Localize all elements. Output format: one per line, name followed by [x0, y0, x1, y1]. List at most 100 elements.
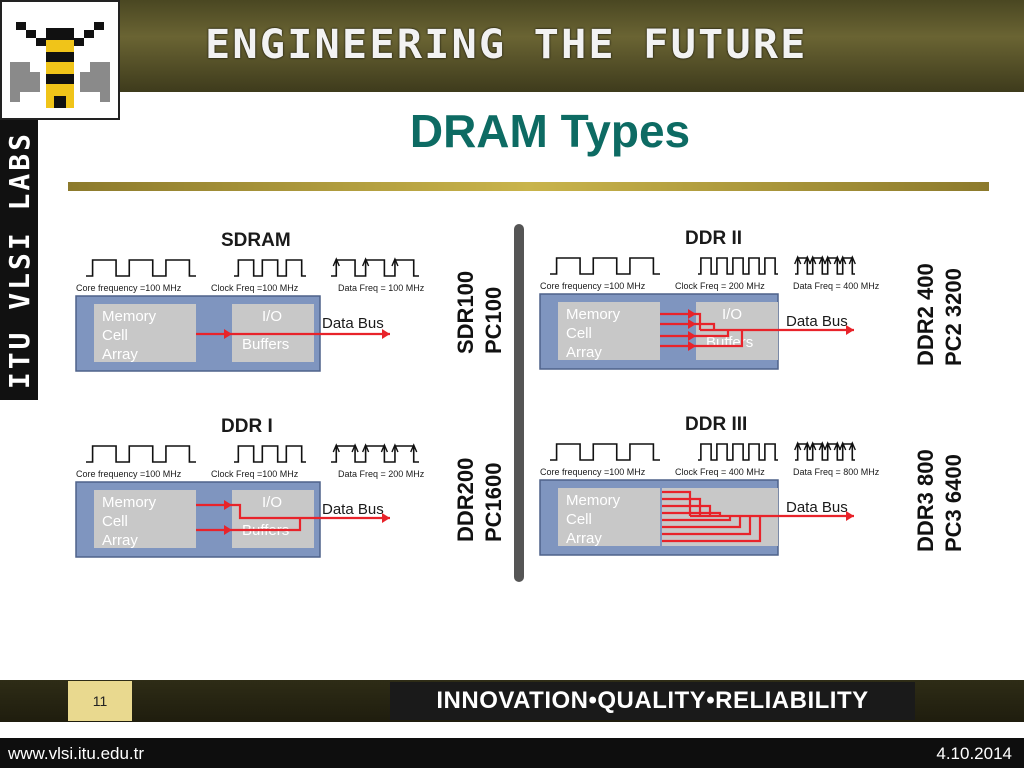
page-number: 11	[68, 681, 132, 721]
wave-arrow	[848, 255, 856, 265]
panel-title: DDR III	[685, 414, 747, 435]
bottom-strip	[0, 738, 1024, 768]
wave-arrow	[332, 443, 340, 453]
panel-title: DDR II	[685, 228, 742, 249]
data-bus-label: Data Bus	[786, 313, 848, 330]
panel-title: SDRAM	[221, 230, 291, 251]
data-signal-line	[662, 516, 732, 522]
wave-arrow	[833, 255, 841, 265]
header-banner	[120, 0, 1024, 92]
core-clock-wave	[550, 443, 660, 461]
core-clock-wave	[550, 257, 660, 275]
wave-arrow	[380, 443, 389, 453]
wave-arrow	[391, 257, 399, 267]
ddr2-speed-label: DDR2 400 PC2 3200	[913, 263, 966, 366]
io-buffers-label: I/O	[262, 494, 282, 511]
slide-date: 4.10.2014	[936, 744, 1012, 763]
wave-arrow	[824, 255, 832, 265]
data-frequency-label: Data Freq = 200 MHz	[338, 469, 425, 479]
data-signal-line	[662, 516, 752, 536]
dram-panel-sdram: SDRAM Core frequency =100 MHz Clock Freq =…	[75, 230, 425, 372]
wave-arrow	[361, 257, 370, 267]
ddr1-speed-label: DDR200 PC1600	[453, 457, 506, 542]
wave-arrow	[410, 443, 418, 453]
memory-cell-array-label: Cell	[102, 513, 128, 530]
data-bus-label: Data Bus	[322, 315, 384, 332]
dram-panel-ddr3: DDR III Core frequency =100 MHz Clock Freq…	[539, 414, 880, 556]
data-signal-line	[660, 330, 744, 348]
bee-logo	[0, 0, 120, 120]
clock-frequency-label: Clock Freq =100 MHz	[211, 283, 299, 293]
clock-frequency-label: Clock Freq =100 MHz	[211, 469, 299, 479]
side-strip	[0, 120, 38, 400]
signal-arrowhead	[224, 329, 232, 339]
wave-arrow	[818, 441, 826, 451]
memory-cell-array-label: Array	[566, 344, 602, 361]
memory-cell-array-label: Array	[102, 346, 138, 363]
wave-arrow	[794, 255, 802, 265]
memory-cell-array-label: Cell	[566, 325, 592, 342]
memory-cell-array-label: Memory	[102, 494, 157, 511]
website-link[interactable]: www.vlsi.itu.edu.tr	[8, 744, 145, 763]
data-wave	[795, 257, 855, 275]
wave-arrow	[351, 443, 359, 453]
memory-cell-array-label: Cell	[102, 327, 128, 344]
title-rule	[68, 182, 989, 191]
panel-title: DDR I	[221, 416, 273, 437]
core-frequency-label: Core frequency =100 MHz	[540, 281, 646, 291]
clock-wave	[698, 443, 778, 461]
clock-frequency-label: Clock Freq = 200 MHz	[675, 281, 765, 291]
wave-arrow	[833, 441, 841, 451]
io-buffers-label: Buffers	[242, 336, 289, 353]
memory-cell-array-box	[94, 304, 196, 362]
memory-cell-array-label: Memory	[566, 492, 621, 509]
data-wave	[795, 443, 855, 461]
io-buffers-label: I/O	[262, 308, 282, 325]
memory-cell-array-box	[558, 488, 660, 546]
dram-panel-ddr1: DDR I Core frequency =100 MHz Clock Freq =…	[75, 416, 425, 558]
core-frequency-label: Core frequency =100 MHz	[540, 467, 646, 477]
wave-arrow	[794, 441, 802, 451]
wave-arrow	[332, 257, 340, 267]
ddr3-speed-label: DDR3 800 PC3 6400	[913, 449, 966, 552]
memory-cell-array-label: Memory	[102, 308, 157, 325]
signal-arrowhead	[688, 319, 696, 329]
wave-arrow	[809, 255, 817, 265]
data-frequency-label: Data Freq = 100 MHz	[338, 283, 425, 293]
memory-cell-array-label: Memory	[566, 306, 621, 323]
core-clock-wave	[86, 259, 196, 277]
bee-logo-icon	[2, 2, 118, 118]
memory-cell-array-box	[558, 302, 660, 360]
data-signal-line	[660, 330, 730, 338]
memory-cell-array-label: Cell	[566, 511, 592, 528]
wave-arrow	[803, 441, 811, 451]
signal-arrowhead	[224, 500, 232, 510]
data-bus-label: Data Bus	[786, 499, 848, 516]
panels-layer: SDRAM Core frequency =100 MHz Clock Freq =…	[75, 228, 880, 558]
wave-arrow	[839, 255, 847, 265]
signal-arrowhead	[846, 325, 854, 335]
footer-slogan: INNOVATION•QUALITY•RELIABILITY	[390, 682, 915, 720]
signal-arrowhead	[846, 511, 854, 521]
io-buffers-label: I/O	[722, 306, 742, 323]
signal-arrowhead	[382, 329, 390, 339]
wave-arrow	[818, 255, 826, 265]
core-clock-wave	[86, 445, 196, 463]
data-signal-line	[662, 497, 702, 516]
signal-arrowhead	[688, 331, 696, 341]
data-signal-line	[660, 322, 716, 330]
wave-arrow	[848, 441, 856, 451]
clock-frequency-label: Clock Freq = 400 MHz	[675, 467, 765, 477]
signal-arrowhead	[382, 513, 390, 523]
center-divider	[514, 224, 524, 582]
wave-arrow	[391, 443, 399, 453]
data-bus-label: Data Bus	[322, 501, 384, 518]
core-frequency-label: Core frequency =100 MHz	[76, 283, 182, 293]
data-wave	[331, 445, 419, 463]
memory-cell-array-label: Array	[102, 532, 138, 549]
data-signal-line	[662, 490, 692, 516]
core-frequency-label: Core frequency =100 MHz	[76, 469, 182, 479]
data-wave	[331, 259, 419, 277]
data-signal-line	[196, 503, 390, 520]
clock-wave	[234, 259, 306, 277]
